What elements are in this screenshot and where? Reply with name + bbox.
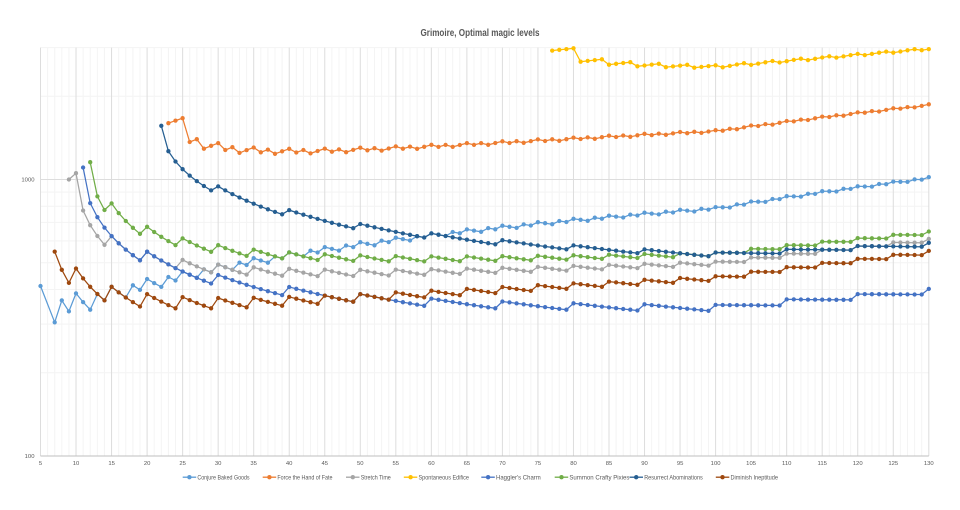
svg-text:1000: 1000: [21, 178, 35, 184]
svg-text:125: 125: [888, 461, 899, 467]
svg-text:Diminish Ineptitude: Diminish Ineptitude: [731, 474, 779, 481]
svg-text:25: 25: [179, 461, 186, 467]
svg-text:50: 50: [357, 461, 364, 467]
svg-text:100: 100: [25, 454, 36, 460]
svg-text:120: 120: [853, 461, 864, 467]
svg-text:105: 105: [746, 461, 757, 467]
svg-text:Grimoire, Optimal magic levels: Grimoire, Optimal magic levels: [421, 28, 540, 39]
svg-text:80: 80: [570, 461, 577, 467]
svg-text:30: 30: [215, 461, 222, 467]
svg-text:20: 20: [144, 461, 151, 467]
svg-text:Conjure Baked Goods: Conjure Baked Goods: [197, 474, 249, 481]
svg-text:115: 115: [818, 461, 828, 467]
svg-text:60: 60: [428, 461, 435, 467]
svg-text:Haggler's Charm: Haggler's Charm: [496, 474, 541, 481]
svg-text:95: 95: [677, 461, 684, 467]
svg-text:Force the Hand of Fate: Force the Hand of Fate: [277, 474, 333, 481]
svg-text:Stretch Time: Stretch Time: [361, 474, 392, 481]
svg-text:5: 5: [39, 461, 43, 467]
svg-text:40: 40: [286, 461, 293, 467]
svg-text:70: 70: [499, 461, 506, 467]
svg-text:Summon Crafty Pixies: Summon Crafty Pixies: [569, 474, 629, 481]
svg-text:45: 45: [322, 461, 329, 467]
svg-text:65: 65: [464, 461, 471, 467]
svg-text:Resurrect Abominations: Resurrect Abominations: [644, 474, 703, 481]
svg-text:85: 85: [606, 461, 613, 467]
svg-text:15: 15: [108, 461, 115, 467]
svg-text:75: 75: [535, 461, 542, 467]
svg-text:35: 35: [250, 461, 257, 467]
svg-text:110: 110: [782, 461, 792, 467]
svg-text:10: 10: [73, 461, 80, 467]
svg-text:55: 55: [393, 461, 400, 467]
svg-text:130: 130: [924, 461, 935, 467]
svg-text:100: 100: [711, 461, 722, 467]
svg-text:Spontaneous Edifice: Spontaneous Edifice: [419, 474, 470, 481]
svg-text:90: 90: [641, 461, 648, 467]
